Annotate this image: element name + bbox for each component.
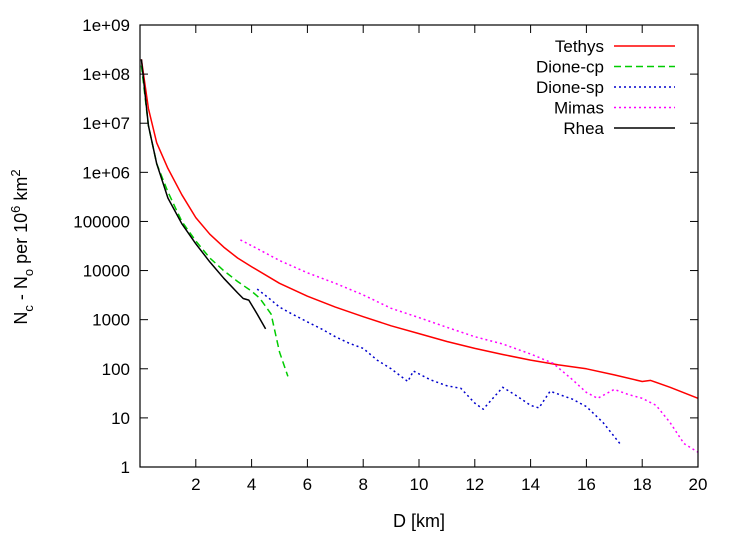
legend-label-dione-cp: Dione-cp bbox=[536, 58, 604, 77]
y-tick-label: 1e+08 bbox=[82, 65, 130, 84]
x-tick-label: 12 bbox=[465, 475, 484, 494]
y-tick-label: 1e+09 bbox=[82, 16, 130, 35]
y-tick-label: 1 bbox=[121, 458, 130, 477]
x-tick-label: 20 bbox=[689, 475, 708, 494]
x-tick-label: 10 bbox=[410, 475, 429, 494]
legend-label-mimas: Mimas bbox=[554, 99, 604, 118]
y-tick-label: 100 bbox=[102, 360, 130, 379]
y-tick-label: 1000 bbox=[92, 311, 130, 330]
x-tick-label: 4 bbox=[247, 475, 256, 494]
y-tick-label: 1e+07 bbox=[82, 114, 130, 133]
y-tick-label: 10000 bbox=[83, 262, 130, 281]
x-tick-label: 16 bbox=[577, 475, 596, 494]
axis-ticks: 2 4 6 8 10 12 14 16 18 20 1 10 100 1000 10000 100000 1e+… bbox=[73, 16, 707, 494]
x-axis-label: D [km] bbox=[393, 511, 445, 531]
y-axis-label: Nc - No per 106 km2 bbox=[8, 169, 36, 324]
x-tick-label: 6 bbox=[303, 475, 312, 494]
series-line-mimas bbox=[240, 239, 699, 453]
series-line-dione-cp bbox=[140, 65, 289, 377]
legend-label-tethys: Tethys bbox=[555, 37, 604, 56]
x-tick-label: 8 bbox=[358, 475, 367, 494]
plot-frame bbox=[139, 24, 699, 468]
x-tick-label: 14 bbox=[521, 475, 540, 494]
legend-label-dione-sp: Dione-sp bbox=[536, 78, 604, 97]
y-tick-label: 10 bbox=[111, 409, 130, 428]
series-line-dione-sp bbox=[256, 288, 621, 445]
y-tick-label: 1e+06 bbox=[82, 163, 130, 182]
plot-lines bbox=[140, 59, 699, 453]
y-tick-label: 100000 bbox=[73, 212, 130, 231]
x-tick-label: 18 bbox=[633, 475, 652, 494]
series-line-rhea bbox=[140, 59, 267, 330]
x-tick-label: 2 bbox=[191, 475, 200, 494]
legend-label-rhea: Rhea bbox=[563, 119, 604, 138]
series-line-tethys bbox=[140, 59, 699, 399]
